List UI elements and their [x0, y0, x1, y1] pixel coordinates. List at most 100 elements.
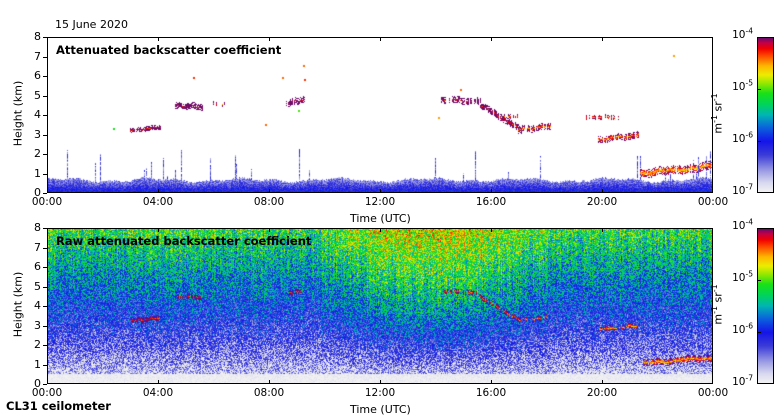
- x-tick-label: 00:00: [697, 387, 729, 399]
- colorbar-tick-label: 10-7: [732, 182, 753, 197]
- y-tick-mark: [43, 345, 47, 346]
- y-tick-mark: [43, 228, 47, 229]
- heatmap-canvas-raw: [48, 229, 712, 383]
- y-tick-mark: [43, 154, 47, 155]
- x-tick-mark: [380, 189, 381, 193]
- y-tick-mark: [43, 306, 47, 307]
- colorbar-tick-label: 10-4: [732, 217, 753, 232]
- colorbar-unit-label-raw: m-1 sr-1: [709, 284, 725, 325]
- x-tick-mark: [602, 37, 603, 41]
- y-tick-label: 8: [34, 30, 41, 43]
- colorbar-tick-mark: [757, 383, 761, 384]
- y-tick-mark: [43, 57, 47, 58]
- x-axis-label-raw: Time (UTC): [350, 403, 411, 416]
- colorbar-attenuated: [757, 37, 774, 193]
- y-tick-label: 4: [34, 108, 41, 121]
- x-tick-label: 20:00: [586, 196, 618, 208]
- colorbar-raw: [757, 228, 774, 384]
- x-tick-mark: [602, 228, 603, 232]
- x-tick-mark: [602, 189, 603, 193]
- x-tick-mark: [491, 380, 492, 384]
- x-tick-label: 16:00: [475, 387, 507, 399]
- y-tick-mark: [43, 287, 47, 288]
- x-tick-mark: [269, 189, 270, 193]
- y-tick-label: 4: [34, 299, 41, 312]
- x-tick-mark: [602, 380, 603, 384]
- x-tick-label: 08:00: [253, 387, 285, 399]
- x-tick-mark: [158, 189, 159, 193]
- colorbar-gradient-raw: [758, 229, 773, 383]
- colorbar-tick-label: 10-5: [732, 78, 753, 93]
- x-tick-label: 00:00: [31, 196, 63, 208]
- x-tick-mark: [158, 380, 159, 384]
- y-tick-mark: [43, 96, 47, 97]
- y-tick-label: 3: [34, 127, 41, 141]
- y-tick-mark: [43, 267, 47, 268]
- x-tick-label: 00:00: [31, 387, 63, 399]
- colorbar-tick-mark: [757, 280, 761, 281]
- x-tick-mark: [491, 37, 492, 41]
- colorbar-tick-label: 10-4: [732, 26, 753, 41]
- y-tick-label: 8: [34, 221, 41, 234]
- panel-title-attenuated: Attenuated backscatter coefficient: [56, 43, 282, 57]
- y-tick-label: 1: [34, 166, 41, 180]
- x-tick-label: 04:00: [142, 196, 174, 208]
- y-tick-mark: [43, 326, 47, 327]
- x-tick-mark: [491, 228, 492, 232]
- y-tick-label: 6: [34, 260, 41, 273]
- y-tick-label: 3: [34, 318, 41, 332]
- plot-area-raw: [47, 228, 713, 384]
- y-tick-label: 5: [34, 279, 41, 293]
- x-tick-label: 04:00: [142, 387, 174, 399]
- y-tick-label: 2: [34, 338, 41, 351]
- x-tick-mark: [380, 228, 381, 232]
- y-tick-label: 7: [34, 49, 41, 63]
- y-tick-mark: [43, 135, 47, 136]
- y-tick-mark: [43, 37, 47, 38]
- x-tick-mark: [380, 380, 381, 384]
- plot-area-attenuated: [47, 37, 713, 193]
- y-tick-mark: [43, 174, 47, 175]
- colorbar-tick-mark: [757, 141, 761, 142]
- x-tick-mark: [269, 228, 270, 232]
- x-tick-mark: [158, 228, 159, 232]
- x-axis-label-attenuated: Time (UTC): [350, 212, 411, 225]
- colorbar-tick-label: 10-6: [732, 130, 753, 145]
- colorbar-tick-mark: [757, 192, 761, 193]
- panel-title-raw: Raw attenuated backscatter coefficient: [56, 234, 312, 248]
- colorbar-tick-label: 10-6: [732, 321, 753, 336]
- x-tick-label: 08:00: [253, 196, 285, 208]
- y-tick-mark: [43, 193, 47, 194]
- x-tick-label: 20:00: [586, 387, 618, 399]
- x-tick-mark: [269, 380, 270, 384]
- x-tick-label: 12:00: [364, 196, 396, 208]
- colorbar-tick-label: 10-7: [732, 373, 753, 388]
- y-tick-mark: [43, 115, 47, 116]
- colorbar-tick-mark: [757, 89, 761, 90]
- colorbar-tick-mark: [757, 37, 761, 38]
- y-tick-label: 2: [34, 147, 41, 160]
- y-tick-label: 5: [34, 88, 41, 102]
- y-tick-mark: [43, 384, 47, 385]
- x-tick-mark: [158, 37, 159, 41]
- y-tick-label: 0: [34, 186, 41, 199]
- colorbar-gradient-attenuated: [758, 38, 773, 192]
- x-tick-label: 12:00: [364, 387, 396, 399]
- y-tick-mark: [43, 76, 47, 77]
- colorbar-tick-label: 10-5: [732, 269, 753, 284]
- x-tick-mark: [380, 37, 381, 41]
- y-tick-label: 6: [34, 69, 41, 82]
- colorbar-unit-label-attenuated: m-1 sr-1: [709, 93, 725, 134]
- colorbar-tick-mark: [757, 332, 761, 333]
- x-tick-label: 00:00: [697, 196, 729, 208]
- date-label: 15 June 2020: [55, 18, 128, 31]
- heatmap-canvas-attenuated: [48, 38, 712, 192]
- x-tick-mark: [269, 37, 270, 41]
- colorbar-tick-mark: [757, 228, 761, 229]
- instrument-label: CL31 ceilometer: [6, 399, 111, 413]
- y-tick-mark: [43, 248, 47, 249]
- x-tick-mark: [491, 189, 492, 193]
- x-tick-label: 16:00: [475, 196, 507, 208]
- y-tick-label: 7: [34, 240, 41, 254]
